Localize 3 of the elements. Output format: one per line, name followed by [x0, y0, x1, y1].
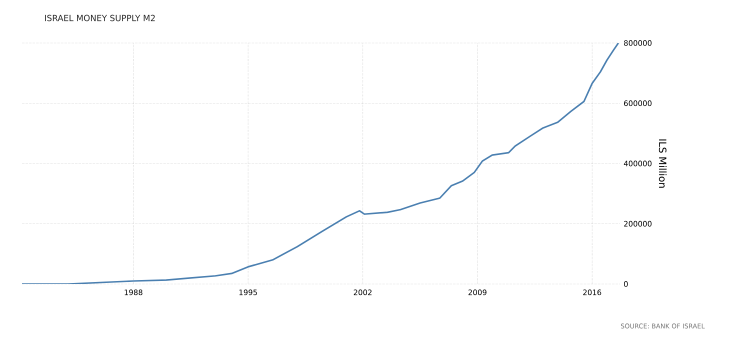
chart-title: ISRAEL MONEY SUPPLY M2 [45, 14, 155, 22]
y-axis-title: ILS Million [658, 139, 667, 188]
line-series [22, 43, 620, 284]
